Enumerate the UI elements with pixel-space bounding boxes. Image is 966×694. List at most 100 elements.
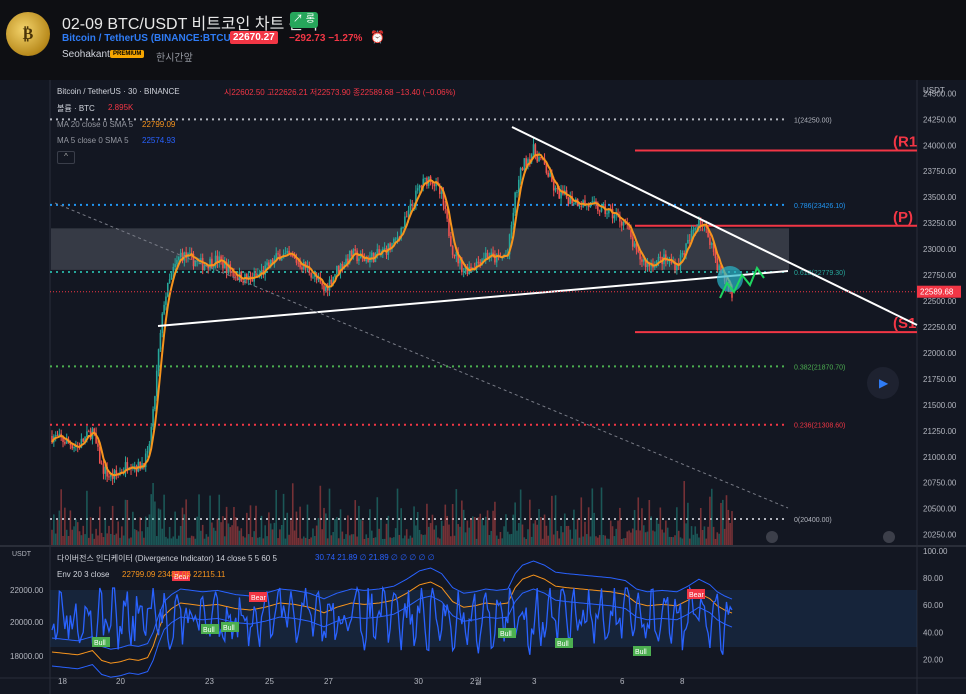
- candle-body: [391, 243, 393, 249]
- author-name[interactable]: Seohakant: [62, 49, 110, 60]
- volume-bar: [214, 530, 217, 545]
- volume-bar: [620, 538, 623, 545]
- candle-body: [416, 188, 419, 191]
- candle-body: [352, 249, 355, 257]
- candle-body: [301, 267, 303, 270]
- candle-body: [214, 255, 217, 267]
- volume-bar: [563, 513, 566, 545]
- env-lower-band: [51, 588, 733, 678]
- collapse-legend-button[interactable]: ^: [57, 151, 75, 164]
- volume-bar: [707, 526, 709, 545]
- volume-bar: [389, 537, 391, 545]
- volume-bar: [284, 538, 287, 545]
- divergence-label-text: Bull: [557, 641, 569, 648]
- volume-bar: [133, 529, 136, 545]
- volume-bar: [650, 516, 652, 545]
- volume-bar: [448, 524, 450, 545]
- volume-bar: [668, 536, 671, 545]
- candle-body: [220, 256, 222, 261]
- volume-bar: [310, 537, 312, 545]
- volume-bar: [312, 528, 314, 545]
- volume-bar: [591, 488, 594, 545]
- volume-bar: [352, 534, 355, 545]
- candle-body: [231, 271, 233, 273]
- volume-bar: [641, 508, 643, 545]
- volume-bar: [608, 538, 610, 545]
- candle-body: [211, 258, 213, 268]
- volume-bar: [598, 535, 601, 545]
- candle-body: [209, 258, 211, 269]
- premium-badge: PREMIUM: [110, 50, 145, 58]
- price-chart[interactable]: USDT24500.0024250.0024000.0023750.002350…: [0, 80, 966, 694]
- volume-bar: [98, 506, 101, 545]
- candle-body: [657, 256, 660, 261]
- volume-bar: [308, 538, 311, 545]
- candle-body: [665, 254, 667, 262]
- volume-bar: [654, 531, 656, 545]
- volume-bar: [694, 526, 697, 545]
- volume-bar: [655, 518, 658, 545]
- volume-bar: [159, 509, 162, 545]
- candle-body: [223, 262, 226, 269]
- candle-body: [157, 349, 160, 371]
- candle-body: [62, 437, 64, 443]
- volume-bar: [196, 516, 198, 545]
- candle-body: [236, 277, 239, 280]
- candle-body: [409, 204, 412, 211]
- volume-bar: [361, 520, 364, 545]
- divergence-label-bg: [555, 638, 573, 648]
- candle-body: [51, 435, 53, 443]
- candle-body: [216, 255, 219, 263]
- time-tick: 3: [532, 677, 537, 686]
- time-tick: 20: [116, 677, 125, 686]
- play-button[interactable]: ▶: [867, 367, 899, 399]
- price-tick: 21250.00: [923, 427, 957, 436]
- candle-body: [521, 168, 524, 171]
- volume-bar: [53, 514, 55, 545]
- candle-body: [297, 262, 300, 264]
- volume-bar: [523, 537, 526, 545]
- volume-bar: [64, 507, 66, 545]
- volume-bar: [545, 525, 548, 545]
- volume-bar: [580, 497, 583, 545]
- volume-bar: [293, 530, 296, 545]
- divergence-label-bg: [201, 624, 219, 634]
- candle-body: [527, 159, 529, 167]
- candle-body: [483, 258, 485, 260]
- candle-body: [225, 262, 228, 274]
- volume-bar: [495, 535, 498, 545]
- candle-body: [448, 218, 450, 237]
- candle-body: [418, 185, 421, 189]
- volume-bar: [262, 538, 265, 545]
- price-tick: 21000.00: [923, 453, 957, 462]
- candle-body: [155, 370, 158, 397]
- volume-bar: [227, 523, 230, 545]
- volume-bar: [139, 517, 142, 545]
- volume-bar: [411, 537, 414, 545]
- candle-body: [194, 261, 197, 267]
- candle-body: [345, 258, 347, 265]
- alarm-clock-icon[interactable]: ⏰: [370, 30, 385, 44]
- volume-bar: [497, 538, 500, 545]
- volume-bar: [369, 509, 371, 545]
- volume-bar: [712, 526, 715, 545]
- symbol-link[interactable]: Bitcoin / TetherUS (BINANCE:BTCUSDT): [62, 33, 255, 44]
- candle-body: [670, 259, 673, 264]
- volume-bar: [73, 526, 75, 545]
- candle-body: [179, 252, 182, 258]
- candle-body: [189, 253, 191, 254]
- candle-body: [578, 205, 581, 207]
- last-price: 22670.27: [230, 31, 278, 44]
- candle-body: [681, 252, 684, 255]
- volume-bar: [619, 507, 621, 545]
- volume-bar: [613, 536, 616, 545]
- candle-body: [674, 261, 676, 271]
- volume-bar: [665, 520, 667, 545]
- candle-body: [178, 257, 180, 261]
- volume-bar: [128, 538, 130, 545]
- volume-bar: [363, 538, 366, 545]
- volume-bar: [661, 529, 663, 545]
- author-avatar[interactable]: ₿: [6, 12, 50, 56]
- candle-body: [598, 210, 601, 212]
- volume-bar: [51, 529, 53, 545]
